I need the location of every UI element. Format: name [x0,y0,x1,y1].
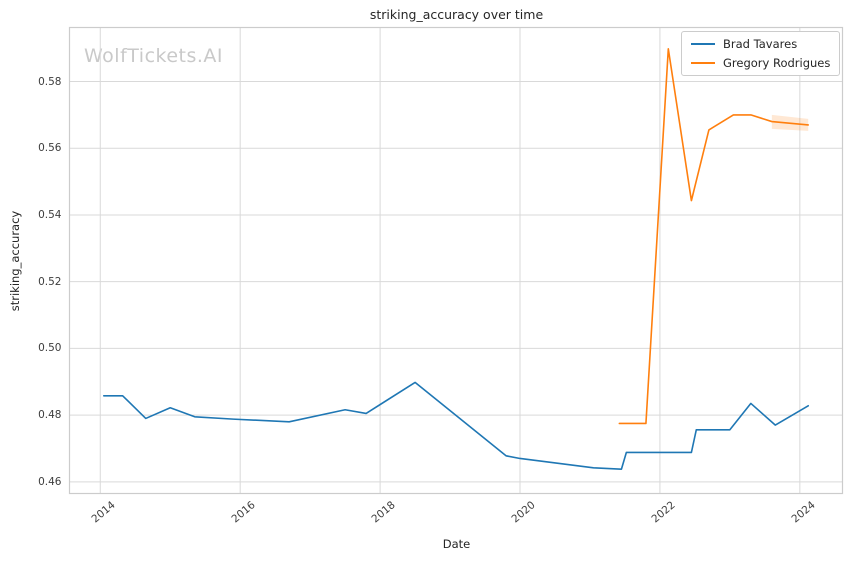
legend-item-gregory-rodrigues: Gregory Rodrigues [682,54,839,72]
y-axis-label: striking_accuracy [8,210,22,312]
y-tick-label: 0.58 [38,75,62,88]
legend-label: Gregory Rodrigues [723,56,831,70]
chart-title: striking_accuracy over time [369,7,544,22]
y-tick-label: 0.54 [38,208,62,221]
watermark: WolfTickets.AI [84,45,224,67]
legend-label: Brad Tavares [723,37,798,51]
x-axis-label: Date [442,537,471,551]
legend-line-swatch-blue [691,43,715,45]
y-tick-label: 0.52 [38,275,62,288]
legend: Brad Tavares Gregory Rodrigues [681,31,840,76]
y-tick-label: 0.46 [38,475,62,488]
y-tick-label: 0.56 [38,142,62,155]
legend-line-swatch-orange [691,62,715,64]
y-tick-label: 0.48 [38,409,62,422]
legend-item-brad-tavares: Brad Tavares [682,35,839,53]
y-tick-label: 0.50 [38,342,62,355]
